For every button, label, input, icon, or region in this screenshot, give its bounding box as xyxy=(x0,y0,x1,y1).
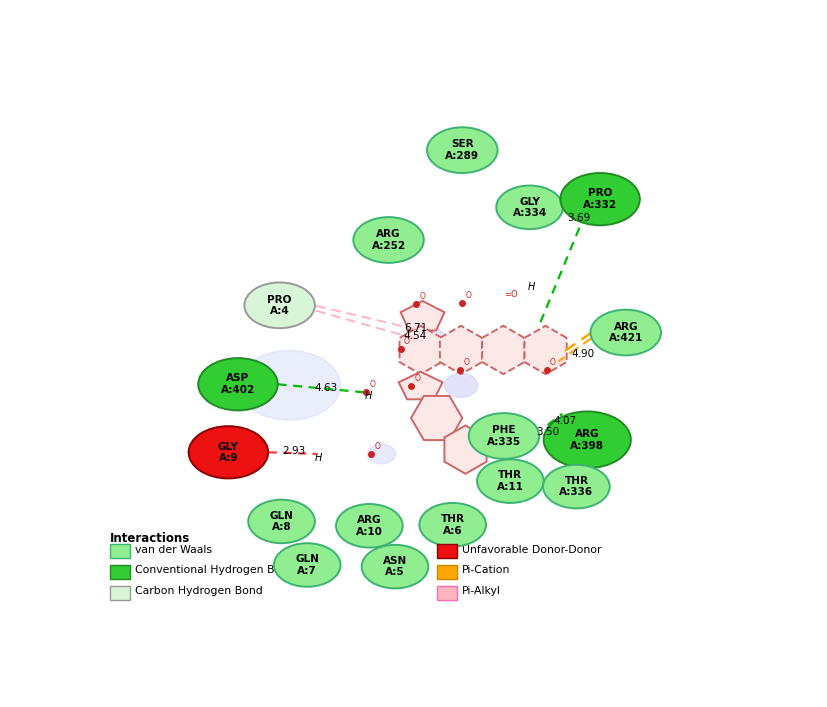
Text: Conventional Hydrogen Bond: Conventional Hydrogen Bond xyxy=(136,566,295,575)
Text: THR
A:11: THR A:11 xyxy=(497,470,523,492)
Text: GLY
A:334: GLY A:334 xyxy=(513,197,547,218)
FancyBboxPatch shape xyxy=(110,544,131,559)
Polygon shape xyxy=(400,301,444,330)
Ellipse shape xyxy=(419,503,486,547)
Ellipse shape xyxy=(189,426,268,479)
Text: O: O xyxy=(404,337,410,346)
Polygon shape xyxy=(482,326,524,374)
Text: ARG
A:252: ARG A:252 xyxy=(371,229,406,251)
Text: 4.54: 4.54 xyxy=(404,332,427,341)
Text: 2.93: 2.93 xyxy=(283,445,306,456)
Ellipse shape xyxy=(561,173,640,226)
Text: Interactions: Interactions xyxy=(110,532,190,545)
Ellipse shape xyxy=(590,310,661,356)
Text: GLY
A:9: GLY A:9 xyxy=(218,441,239,463)
Ellipse shape xyxy=(274,543,341,587)
Ellipse shape xyxy=(238,351,341,420)
Text: O: O xyxy=(419,292,425,301)
Polygon shape xyxy=(440,326,482,374)
Ellipse shape xyxy=(367,444,395,464)
Text: O: O xyxy=(375,442,380,451)
Text: Pi-Cation: Pi-Cation xyxy=(462,566,510,575)
Text: PHE
A:335: PHE A:335 xyxy=(487,425,521,447)
Ellipse shape xyxy=(543,411,631,468)
Text: O: O xyxy=(414,374,420,383)
Ellipse shape xyxy=(477,460,543,503)
FancyBboxPatch shape xyxy=(437,565,457,579)
Text: =O: =O xyxy=(504,290,518,299)
FancyBboxPatch shape xyxy=(110,585,131,600)
Text: Carbon Hydrogen Bond: Carbon Hydrogen Bond xyxy=(136,586,263,596)
Polygon shape xyxy=(524,326,566,374)
Text: van der Waals: van der Waals xyxy=(136,545,213,555)
Text: H: H xyxy=(365,391,372,402)
Ellipse shape xyxy=(248,500,315,543)
Ellipse shape xyxy=(444,373,478,397)
Text: 6.71: 6.71 xyxy=(404,323,427,333)
Text: ARG
A:421: ARG A:421 xyxy=(609,322,643,344)
Text: PRO
A:4: PRO A:4 xyxy=(267,295,292,316)
Ellipse shape xyxy=(336,504,403,547)
Text: GLN
A:8: GLN A:8 xyxy=(270,510,294,532)
Polygon shape xyxy=(411,396,462,440)
Ellipse shape xyxy=(427,127,498,173)
Text: H: H xyxy=(528,282,535,293)
Ellipse shape xyxy=(543,464,609,508)
Ellipse shape xyxy=(353,217,424,263)
Text: PRO
A:332: PRO A:332 xyxy=(583,188,617,210)
FancyBboxPatch shape xyxy=(437,544,457,559)
Text: ARG
A:10: ARG A:10 xyxy=(356,515,383,537)
Ellipse shape xyxy=(198,358,278,410)
Text: Unfavorable Donor-Donor: Unfavorable Donor-Donor xyxy=(462,545,602,555)
Polygon shape xyxy=(399,326,442,374)
Text: 3.69: 3.69 xyxy=(567,214,590,223)
Text: 3.50: 3.50 xyxy=(536,427,559,437)
Text: ARG
A:398: ARG A:398 xyxy=(571,429,605,450)
Text: O: O xyxy=(370,380,375,389)
Text: ASP
A:402: ASP A:402 xyxy=(221,373,255,395)
Polygon shape xyxy=(444,426,486,474)
Ellipse shape xyxy=(469,413,539,459)
Text: Pi-Alkyl: Pi-Alkyl xyxy=(462,586,501,596)
Ellipse shape xyxy=(496,185,563,229)
Text: 4.63: 4.63 xyxy=(314,383,337,393)
Text: O: O xyxy=(464,358,470,367)
Ellipse shape xyxy=(409,325,444,351)
Ellipse shape xyxy=(361,545,428,588)
Text: THR
A:336: THR A:336 xyxy=(559,476,594,498)
Text: 4.90: 4.90 xyxy=(571,349,595,359)
Text: GLN
A:7: GLN A:7 xyxy=(295,554,319,575)
Text: O: O xyxy=(466,291,471,300)
Text: THR
A:6: THR A:6 xyxy=(441,514,465,535)
Polygon shape xyxy=(399,372,442,399)
Ellipse shape xyxy=(245,283,315,328)
Text: O: O xyxy=(550,358,556,367)
FancyBboxPatch shape xyxy=(437,585,457,600)
Text: ASN
A:5: ASN A:5 xyxy=(383,556,407,578)
Text: SER
A:289: SER A:289 xyxy=(445,139,480,161)
Text: H: H xyxy=(315,452,323,463)
FancyBboxPatch shape xyxy=(110,565,131,579)
Text: 4.07: 4.07 xyxy=(553,416,576,426)
